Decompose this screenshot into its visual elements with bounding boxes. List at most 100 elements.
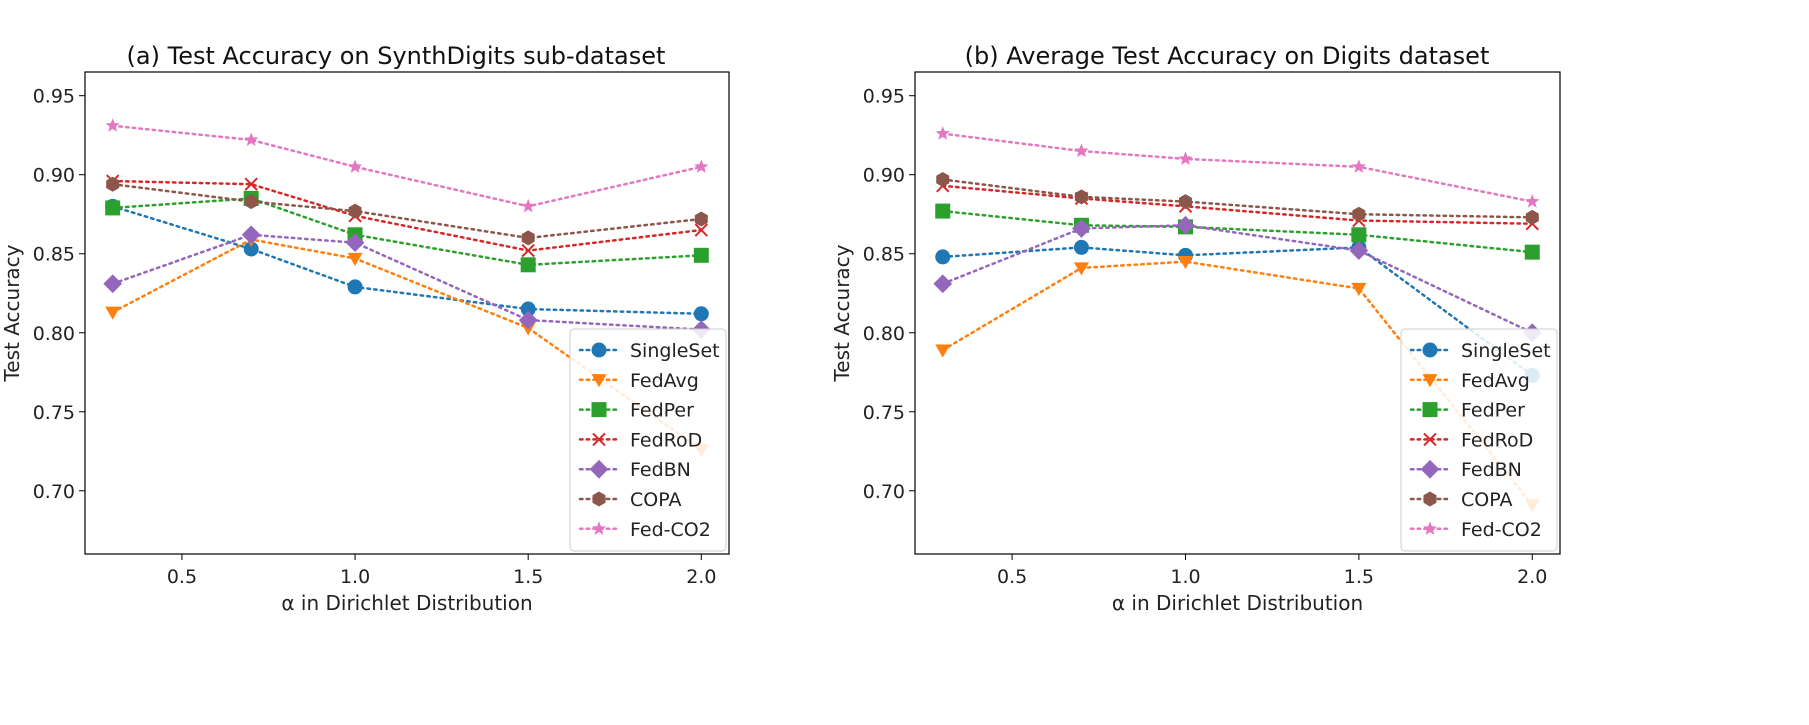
data-point [105, 306, 121, 320]
data-point [936, 171, 950, 187]
legend-item: FedAvg [578, 370, 699, 392]
data-point [520, 301, 536, 317]
chart-title: (b) Average Test Accuracy on Digits data… [965, 42, 1490, 70]
y-axis-label: Test Accuracy [830, 244, 854, 382]
data-point [1072, 219, 1091, 238]
data-point [693, 247, 709, 263]
legend-label: FedBN [630, 459, 691, 481]
x-axis-label: α in Dirichlet Distribution [281, 591, 532, 615]
x-axis-label: α in Dirichlet Distribution [1112, 591, 1363, 615]
data-point [935, 203, 951, 219]
data-point [1177, 256, 1193, 270]
y-tick-label: 0.90 [33, 165, 75, 187]
series-fedbn [103, 225, 711, 339]
series-line [941, 224, 1534, 334]
y-tick-label: 0.95 [863, 86, 905, 108]
x-tick-label: 1.0 [340, 566, 370, 588]
series-fed-co2 [935, 126, 1540, 208]
legend-item: FedBN [578, 459, 691, 481]
legend-box [1400, 328, 1558, 552]
data-point [694, 211, 708, 227]
series-line [111, 179, 703, 252]
data-point [1074, 189, 1088, 205]
x-tick-label: 0.5 [997, 566, 1027, 588]
x-tick-label: 2.0 [1517, 566, 1547, 588]
data-point [1525, 194, 1540, 208]
legend-label: COPA [630, 489, 681, 511]
legend-label: FedPer [1461, 400, 1525, 422]
data-point [1176, 215, 1195, 235]
y-axis-label: Test Accuracy [0, 244, 24, 382]
data-point [1073, 239, 1089, 255]
legend-item: FedRoD [578, 429, 702, 451]
data-point [1178, 194, 1192, 210]
series-line [111, 182, 703, 240]
data-point [518, 310, 538, 330]
legend-label: FedRoD [630, 429, 702, 451]
legend-item: Fed-CO2 [1409, 519, 1542, 541]
data-point [243, 241, 259, 257]
chart-panel-b: (b) Average Test Accuracy on Digits data… [830, 42, 1561, 615]
data-point [1074, 143, 1089, 158]
series-line [111, 233, 703, 331]
data-point [935, 249, 951, 265]
y-tick-label: 0.70 [863, 481, 905, 503]
data-point [105, 200, 121, 216]
data-point [1351, 227, 1367, 243]
legend-label: FedBN [1461, 459, 1522, 481]
legend-item: FedRoD [1409, 429, 1533, 451]
legend-label: FedRoD [1461, 429, 1533, 451]
legend-label: COPA [1461, 489, 1512, 511]
data-point [347, 159, 363, 173]
data-point [347, 252, 363, 266]
legend-label: FedAvg [630, 370, 699, 392]
data-point [1524, 244, 1540, 260]
data-point [348, 203, 362, 219]
data-point [244, 177, 258, 191]
legend-box [569, 328, 727, 552]
data-point [103, 274, 123, 294]
legend-label: FedPer [630, 400, 694, 422]
legend-item: COPA [578, 489, 681, 511]
chart-panel-a: (a) Test Accuracy on SynthDigits sub-dat… [0, 42, 730, 615]
data-point [521, 243, 535, 258]
data-point [1351, 159, 1366, 173]
legend-marker [592, 491, 606, 507]
axes-frame [84, 71, 730, 555]
legend-marker [1422, 402, 1438, 418]
y-tick-label: 0.95 [33, 86, 75, 108]
legend: SingleSet FedAvg FedPer FedRoD FedBN COPA Fed-… [1400, 328, 1558, 552]
legend-marker [589, 459, 609, 479]
data-point [1178, 151, 1193, 165]
legend-item: FedBN [1409, 459, 1522, 481]
data-point [1525, 209, 1539, 225]
axes-frame [914, 71, 1561, 555]
data-point [933, 274, 953, 294]
legend-marker [591, 402, 607, 418]
legend-marker [1420, 459, 1440, 479]
x-tick-label: 0.5 [167, 566, 197, 588]
series-copa [106, 176, 708, 246]
data-point [694, 223, 709, 237]
data-point [694, 159, 709, 173]
data-point [1351, 282, 1367, 297]
legend-label: Fed-CO2 [1461, 519, 1542, 541]
data-point [347, 279, 363, 295]
series-fed-co2 [105, 118, 709, 213]
data-point [520, 257, 536, 273]
legend-item: FedPer [1409, 400, 1525, 422]
legend-label: FedAvg [1461, 370, 1530, 392]
series-line [941, 209, 1534, 254]
series-copa [936, 171, 1539, 225]
legend-item: SingleSet [578, 340, 720, 362]
data-point [935, 126, 950, 140]
y-tick-label: 0.80 [863, 323, 905, 345]
legend-marker [1423, 491, 1437, 507]
y-tick-label: 0.70 [33, 481, 75, 503]
legend-marker [1422, 342, 1438, 358]
data-point [244, 194, 258, 210]
data-point [935, 344, 951, 358]
series-line [111, 124, 703, 208]
